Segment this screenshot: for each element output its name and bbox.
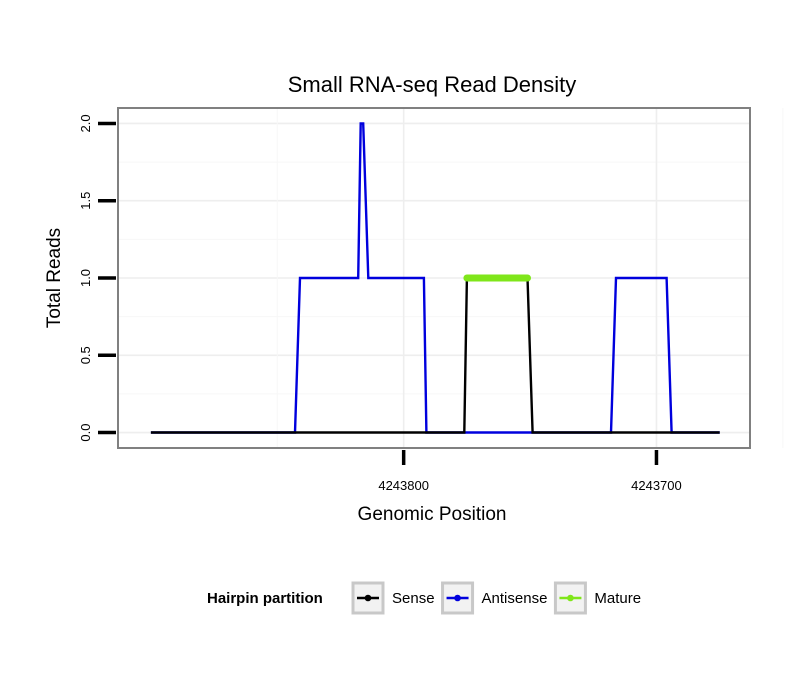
y-tick-label: 2.0: [78, 114, 93, 132]
legend-label: Sense: [392, 590, 435, 607]
legend-item-antisense: Antisense: [441, 581, 548, 615]
y-tick-label: 0.5: [78, 346, 93, 364]
legend-label: Antisense: [482, 590, 548, 607]
legend-key-point: [567, 594, 574, 602]
legend-title: Hairpin partition: [207, 590, 323, 607]
y-axis-title: Total Reads: [44, 228, 65, 328]
legend: Hairpin partition Sense Antisense Mature: [207, 581, 641, 615]
x-axis: 4243800 4243700: [378, 450, 682, 493]
x-tick-label: 4243800: [378, 478, 429, 493]
legend-item-mature: Mature: [553, 581, 641, 615]
y-tick-label: 1.5: [78, 192, 93, 210]
y-tick-label: 1.0: [78, 269, 93, 287]
legend-key-point: [364, 594, 372, 602]
series-line-antisense: [150, 122, 720, 434]
y-tick-label: 0.0: [78, 424, 93, 442]
series-lines: [150, 122, 720, 434]
grid-lines: [118, 108, 784, 448]
legend-key-point: [454, 594, 461, 602]
x-axis-title: Genomic Position: [358, 504, 507, 525]
y-axis: 0.0 0.5 1.0 1.5 2.0: [78, 114, 116, 442]
chart-title: Small RNA-seq Read Density: [288, 72, 577, 97]
legend-item-sense: Sense: [351, 581, 435, 615]
x-tick-label: 4243700: [631, 478, 682, 493]
legend-label: Mature: [594, 590, 641, 607]
plot-panel-border: [117, 107, 751, 449]
